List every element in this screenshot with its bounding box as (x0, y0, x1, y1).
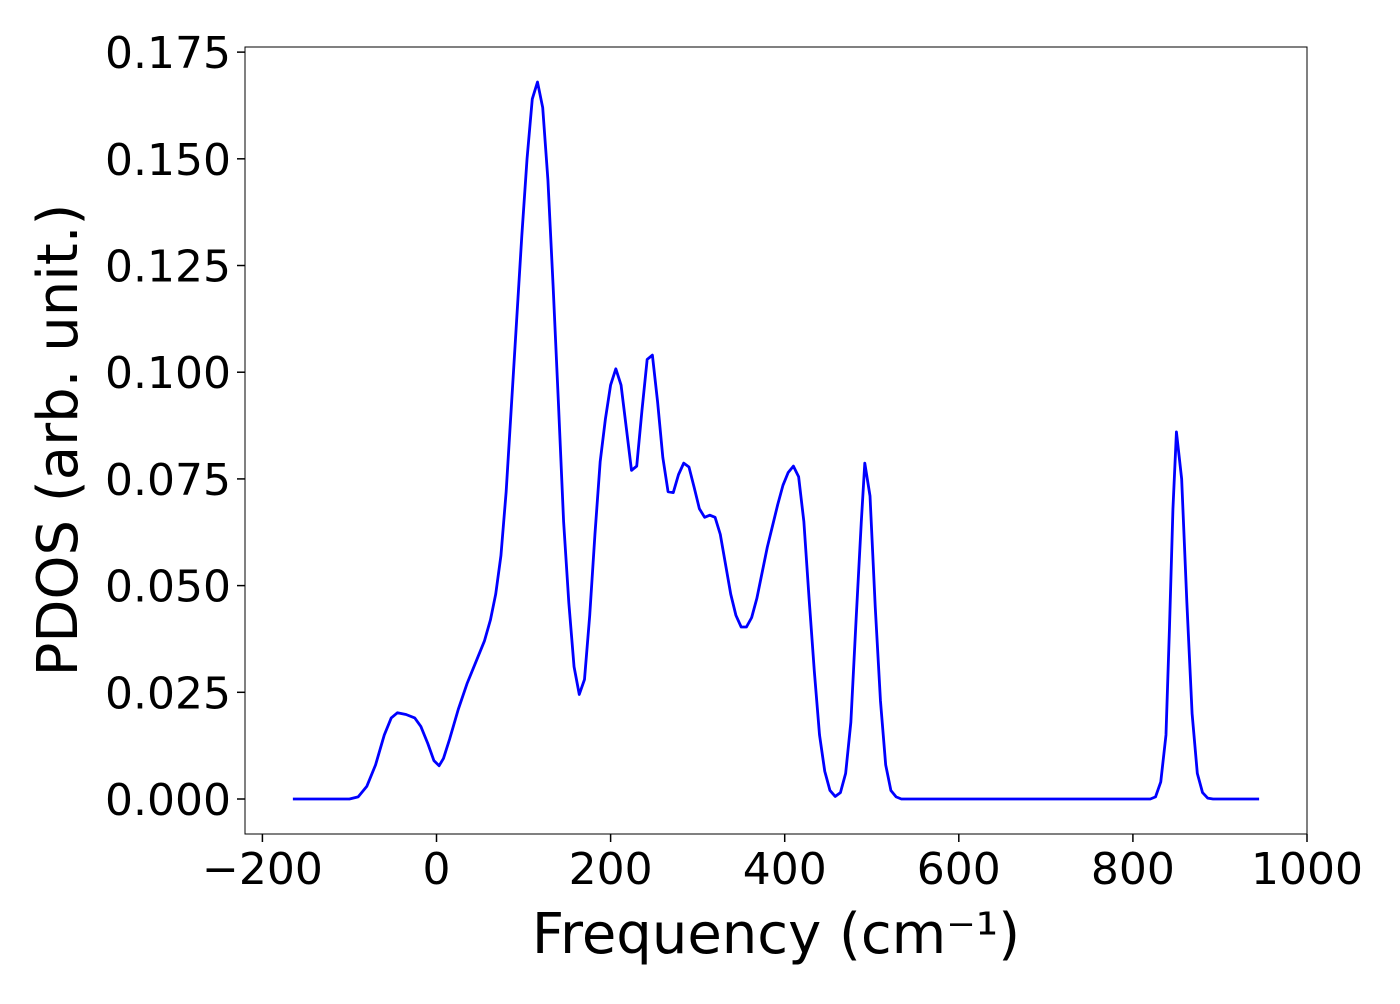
y-tick-label: 0.100 (105, 348, 231, 399)
x-axis-label: Frequency (cm⁻¹) (532, 902, 1020, 967)
y-tick-label: 0.075 (105, 455, 231, 506)
x-tick-label: 200 (569, 844, 653, 895)
x-tick-label: −200 (202, 844, 323, 895)
y-tick-label: 0.025 (105, 668, 231, 719)
y-tick-label: 0.150 (105, 135, 231, 186)
y-tick-label: 0.175 (105, 28, 231, 79)
x-tick-label: 1000 (1251, 844, 1363, 895)
y-tick-label: 0.125 (105, 242, 231, 293)
y-tick-label: 0.050 (105, 562, 231, 613)
x-tick-label: 600 (917, 844, 1001, 895)
x-tick-label: 400 (743, 844, 827, 895)
x-tick-label: 0 (423, 844, 451, 895)
y-tick-label: 0.000 (105, 775, 231, 826)
y-axis-label: PDOS (arb. unit.) (26, 204, 91, 677)
plot-frame (244, 46, 1308, 835)
data-line (292, 80, 1260, 801)
x-tick-label: 800 (1091, 844, 1175, 895)
